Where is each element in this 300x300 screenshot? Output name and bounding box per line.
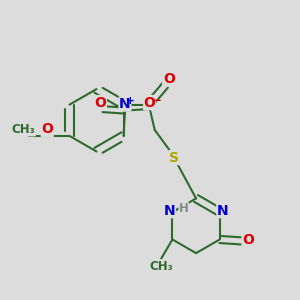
Text: O: O <box>144 96 156 110</box>
Text: N: N <box>217 204 229 218</box>
Text: N: N <box>119 97 131 111</box>
Text: S: S <box>169 151 179 165</box>
Text: CH₃: CH₃ <box>149 260 173 273</box>
Text: O: O <box>163 72 175 86</box>
Text: O: O <box>242 233 254 248</box>
Text: CH₃: CH₃ <box>11 123 35 136</box>
Text: +: + <box>125 96 134 106</box>
Text: −: − <box>152 94 162 107</box>
Text: O: O <box>94 96 106 110</box>
Text: N: N <box>164 204 175 218</box>
Text: H: H <box>179 202 189 215</box>
Text: O: O <box>41 122 53 136</box>
